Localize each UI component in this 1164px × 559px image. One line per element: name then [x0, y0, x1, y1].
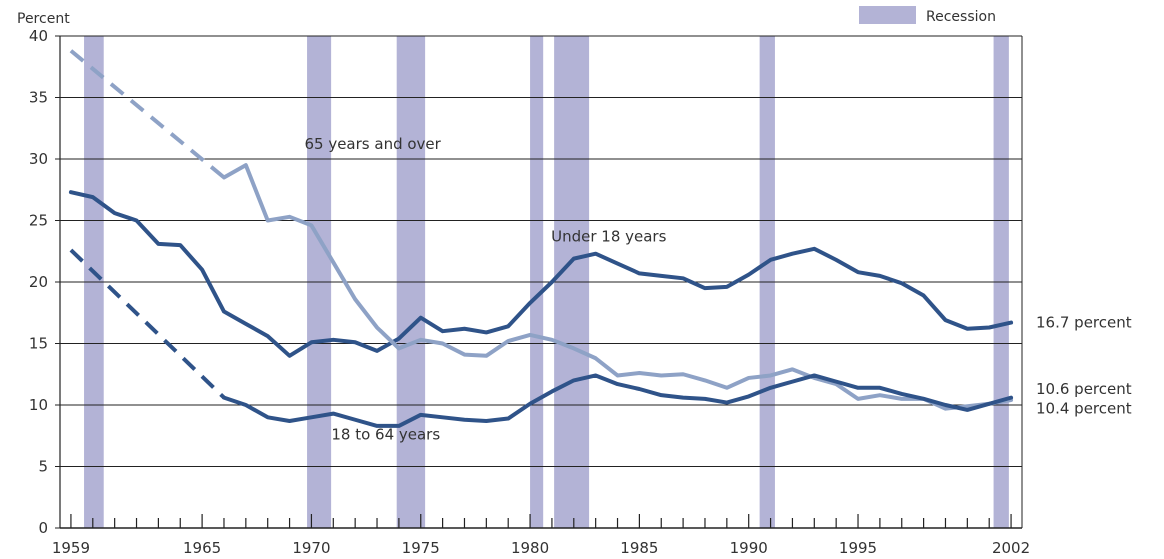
x-tick-label: 1985 — [620, 539, 658, 557]
y-tick-label: 5 — [38, 458, 48, 476]
x-tick-label: 1970 — [292, 539, 330, 557]
x-tick-label: 1980 — [511, 539, 549, 557]
y-tick-label: 0 — [38, 519, 48, 537]
x-tick-label: 1959 — [52, 539, 90, 557]
y-tick-label: 35 — [29, 89, 48, 107]
x-tick-label: 1965 — [183, 539, 221, 557]
y-tick-label: 40 — [29, 27, 48, 45]
y-tick-label: 10 — [29, 396, 48, 414]
series-line-18-to-64-years — [221, 373, 1014, 428]
series-line-dashed-18-to-64-years — [69, 248, 226, 400]
labels: Under 18 years 65 years and over 18 to 64 … — [304, 135, 1131, 443]
y-axis-title: Percent — [17, 11, 70, 27]
legend: Recession — [859, 6, 996, 25]
y-tick-label: 15 — [29, 335, 48, 353]
legend-swatch-recession — [859, 6, 916, 24]
series-lines — [68, 49, 1014, 428]
y-tick-label: 30 — [29, 150, 48, 168]
series-line-under-18-years — [68, 190, 1014, 358]
series-label-65-years-and-over: 65 years and over — [304, 135, 441, 153]
axes: 0 5 10 15 20 25 30 35 40 1959 1965 1970 1975 1980 1985… — [29, 27, 1030, 557]
x-tick-label: 1990 — [730, 539, 768, 557]
end-label-under-18-years: 16.7 percent — [1036, 314, 1132, 332]
series-label-18-to-64-years: 18 to 64 years — [331, 425, 440, 443]
end-label-65-years-and-over: 10.4 percent — [1036, 400, 1132, 418]
legend-label-recession: Recession — [926, 9, 996, 25]
x-tick-label: 1975 — [402, 539, 440, 557]
series-line-dashed-65-years-and-over — [69, 49, 226, 179]
end-label-18-to-64-years: 10.6 percent — [1036, 380, 1132, 398]
series-label-under-18-years: Under 18 years — [551, 227, 666, 245]
x-tick-label: 2002 — [992, 539, 1030, 557]
y-tick-label: 25 — [29, 212, 48, 230]
x-tick-label: 1995 — [839, 539, 877, 557]
y-tick-label: 20 — [29, 273, 48, 291]
series-line-65-years-and-over — [221, 163, 1014, 411]
